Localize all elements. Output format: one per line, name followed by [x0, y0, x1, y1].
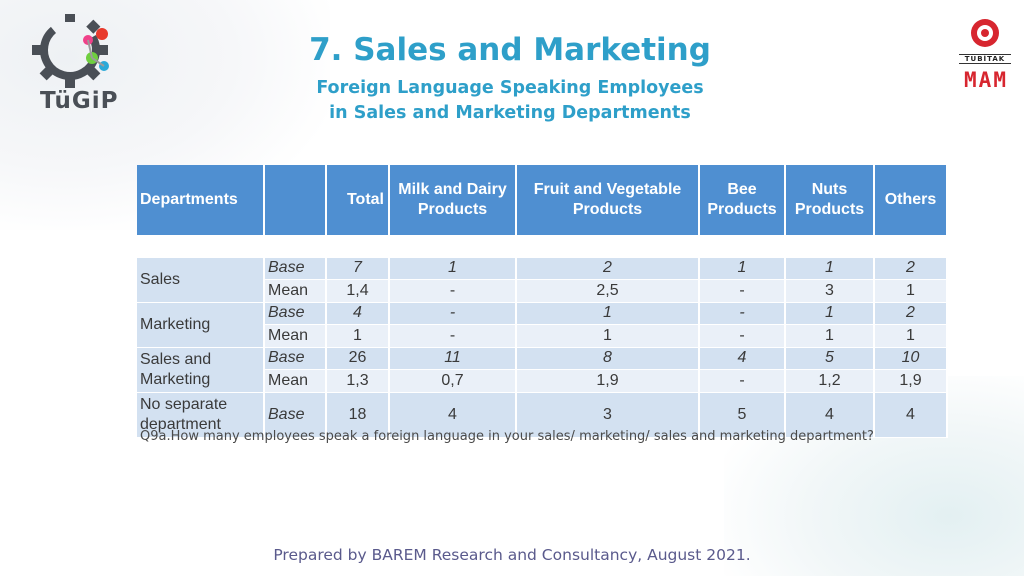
table-row: Sales and Marketing Base 26 11 8 4 5 10 — [137, 347, 948, 393]
cell-others: 1,9 — [874, 369, 948, 393]
results-table: Departments Total Milk and Dairy Products… — [137, 165, 948, 438]
cell-total: 1,4 — [326, 279, 390, 303]
cell-milk: - — [389, 302, 517, 325]
table-row: No separate department Base 18 4 3 5 4 4 — [137, 392, 948, 438]
cell-others: 1 — [874, 324, 948, 348]
cell-milk: - — [389, 324, 517, 348]
cell-fruit: 1 — [516, 324, 700, 348]
cell-total: 4 — [326, 302, 390, 325]
cell-nuts: 1 — [785, 302, 875, 325]
cell-total: 26 — [326, 347, 390, 370]
mam-text: MAM — [964, 68, 1008, 92]
cell-nuts: 5 — [785, 347, 875, 370]
page-subtitle: Foreign Language Speaking Employees in S… — [250, 76, 770, 126]
cell-total: 18 — [326, 392, 390, 438]
cell-milk: 11 — [389, 347, 517, 370]
row-kind: Base — [264, 302, 327, 325]
cell-others: 2 — [874, 302, 948, 325]
cell-milk: - — [389, 279, 517, 303]
tubitak-text: TÜBİTAK — [959, 54, 1011, 64]
cell-fruit: 3 — [516, 392, 700, 438]
cell-others: 2 — [874, 257, 948, 280]
header-milk-dairy: Milk and Dairy Products — [389, 165, 517, 235]
cell-nuts: 3 — [785, 279, 875, 303]
cell-nuts: 1 — [785, 257, 875, 280]
table-row: Marketing Base 4 - 1 - 1 2 — [137, 302, 948, 348]
table-row: Mean 1,3 0,7 1,9 - 1,2 1,9 — [137, 369, 948, 393]
cell-bee: - — [699, 279, 786, 303]
cell-fruit: 2,5 — [516, 279, 700, 303]
row-kind: Mean — [264, 369, 327, 393]
header-nuts: Nuts Products — [785, 165, 875, 235]
row-kind: Base — [264, 392, 327, 438]
header-departments: Departments — [137, 165, 265, 235]
cell-milk: 0,7 — [389, 369, 517, 393]
header-total: Total — [326, 165, 390, 235]
cell-fruit: 1 — [516, 302, 700, 325]
cell-bee: - — [699, 324, 786, 348]
dept-no-separate: No separate department — [137, 392, 265, 438]
header-bee: Bee Products — [699, 165, 786, 235]
cell-nuts: 1,2 — [785, 369, 875, 393]
cell-milk: 1 — [389, 257, 517, 280]
cell-bee: - — [699, 302, 786, 325]
table-row: Mean 1,4 - 2,5 - 3 1 — [137, 279, 948, 303]
gear-icon — [32, 12, 109, 88]
subtitle-line-2: in Sales and Marketing Departments — [329, 103, 691, 123]
header-blank — [264, 165, 327, 235]
dept-sales: Sales — [137, 257, 265, 303]
cell-nuts: 4 — [785, 392, 875, 438]
cell-total: 7 — [326, 257, 390, 280]
header-others: Others — [874, 165, 948, 235]
dept-marketing: Marketing — [137, 302, 265, 348]
table-header-row: Departments Total Milk and Dairy Products… — [137, 165, 948, 235]
cell-total: 1,3 — [326, 369, 390, 393]
cell-bee: 5 — [699, 392, 786, 438]
row-kind: Base — [264, 347, 327, 370]
cell-bee: - — [699, 369, 786, 393]
tugip-logo-text: TüGiP — [40, 88, 119, 114]
cell-fruit: 2 — [516, 257, 700, 280]
dept-sales-and-marketing: Sales and Marketing — [137, 347, 265, 393]
cell-nuts: 1 — [785, 324, 875, 348]
page-title: 7. Sales and Marketing — [309, 32, 711, 68]
footer-credit: Prepared by BAREM Research and Consultan… — [273, 546, 751, 564]
table-row: Sales Base 7 1 2 1 1 2 — [137, 257, 948, 303]
cell-others: 4 — [874, 392, 948, 438]
cell-total: 1 — [326, 324, 390, 348]
tubitak-emblem-icon — [971, 19, 999, 47]
row-kind: Mean — [264, 279, 327, 303]
cell-bee: 1 — [699, 257, 786, 280]
cell-bee: 4 — [699, 347, 786, 370]
cell-others: 10 — [874, 347, 948, 370]
cell-others: 1 — [874, 279, 948, 303]
row-kind: Mean — [264, 324, 327, 348]
row-kind: Base — [264, 257, 327, 280]
question-footnote: Q9a.How many employees speak a foreign l… — [140, 429, 874, 444]
cell-fruit: 1,9 — [516, 369, 700, 393]
subtitle-line-1: Foreign Language Speaking Employees — [316, 78, 704, 98]
cell-milk: 4 — [389, 392, 517, 438]
table-row: Mean 1 - 1 - 1 1 — [137, 324, 948, 348]
tubitak-mam-logo: TÜBİTAK MAM — [950, 14, 1020, 94]
header-fruit-vegetable: Fruit and Vegetable Products — [516, 165, 700, 235]
tugip-logo: TüGiP — [30, 12, 130, 114]
cell-fruit: 8 — [516, 347, 700, 370]
